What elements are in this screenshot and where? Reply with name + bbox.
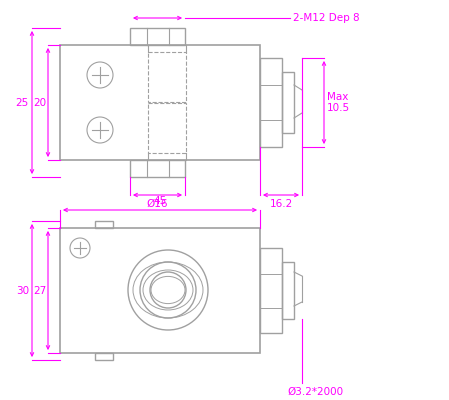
Text: 30: 30 [16,286,29,296]
Text: 2-M12 Dep 8: 2-M12 Dep 8 [293,13,360,23]
Bar [95,221,113,228]
Text: 25: 25 [16,98,29,108]
Bar [282,72,294,133]
Bar [95,353,113,360]
Bar [148,103,186,153]
Text: Ø16: Ø16 [147,199,168,209]
Bar [130,160,185,177]
Bar [60,228,260,353]
Bar [260,58,282,147]
Bar [148,52,186,102]
Text: Max
10.5: Max 10.5 [327,92,350,113]
Text: Ø3.2*2000: Ø3.2*2000 [287,387,343,397]
Bar [282,262,294,319]
Bar [260,248,282,333]
Text: 27: 27 [33,286,46,296]
Bar [60,45,260,160]
Text: 45: 45 [154,196,167,206]
Text: 20: 20 [33,98,46,108]
Bar [130,28,185,45]
Text: 16.2: 16.2 [269,199,293,209]
